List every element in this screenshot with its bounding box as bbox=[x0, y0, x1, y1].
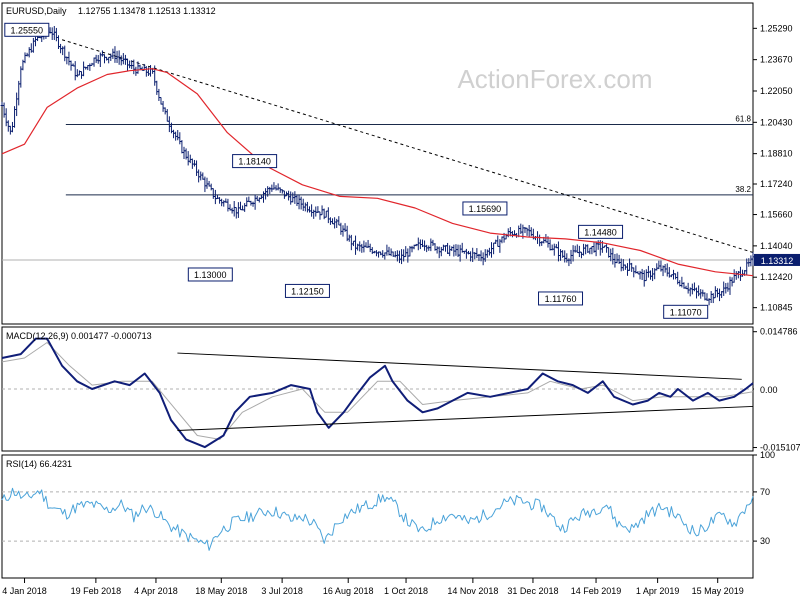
swing-label: 1.14480 bbox=[584, 227, 617, 237]
ohlc-readout: 1.12755 1.13478 1.12513 1.13312 bbox=[78, 6, 216, 16]
x-tick-label: 15 May 2019 bbox=[692, 586, 744, 596]
price-ytick-label: 1.22050 bbox=[760, 86, 793, 96]
price-ytick-label: 1.17240 bbox=[760, 179, 793, 189]
macd-trendline bbox=[177, 352, 742, 380]
x-tick-label: 16 Aug 2018 bbox=[323, 586, 374, 596]
macd-ytick-label: 0.014786 bbox=[760, 327, 798, 337]
x-tick-label: 4 Jan 2018 bbox=[2, 586, 47, 596]
price-frame bbox=[1, 2, 754, 325]
rsi-ytick-label: 30 bbox=[760, 536, 770, 546]
swing-label: 1.13000 bbox=[194, 270, 227, 280]
watermark: ActionForex.com bbox=[457, 64, 652, 94]
rsi-ytick-label: 100 bbox=[760, 450, 775, 460]
fib-label: 61.8 bbox=[735, 114, 751, 123]
swing-label: 1.25550 bbox=[11, 25, 44, 35]
swing-label-box bbox=[284, 283, 330, 298]
x-tick-label: 1 Apr 2019 bbox=[636, 586, 680, 596]
x-tick-label: 19 Feb 2018 bbox=[71, 586, 122, 596]
price-ytick-label: 1.12420 bbox=[760, 272, 793, 282]
x-tick-label: 4 Apr 2018 bbox=[134, 586, 178, 596]
trendline bbox=[61, 39, 754, 253]
price-panel: ActionForex.com 61.8 38.2 1.25290 1.23670 1.2… bbox=[0, 2, 800, 325]
price-ytick-label: 1.14040 bbox=[760, 241, 793, 251]
swing-label: 1.12150 bbox=[291, 286, 324, 296]
price-title: EURUSD,Daily bbox=[6, 6, 67, 16]
swing-label-box bbox=[578, 224, 624, 239]
swing-label: 1.11070 bbox=[670, 307, 702, 317]
price-ytick-label: 1.23670 bbox=[760, 55, 793, 65]
moving-average-line bbox=[1, 68, 754, 277]
swing-label-box bbox=[4, 22, 50, 37]
macd-current-box bbox=[754, 383, 784, 395]
x-axis: 4 Jan 2018 19 Feb 2018 4 Apr 2018 18 May 20… bbox=[2, 578, 744, 596]
rsi-ytick-label: 70 bbox=[760, 487, 770, 497]
macd-title: MACD(12,26,9) 0.001477 -0.000713 bbox=[6, 331, 152, 341]
current-price-label: 1.13312 bbox=[761, 256, 794, 266]
price-ytick-label: 1.10845 bbox=[760, 303, 793, 313]
swing-label-box bbox=[462, 201, 508, 216]
x-tick-label: 3 Jul 2018 bbox=[261, 586, 303, 596]
x-tick-label: 31 Dec 2018 bbox=[507, 586, 558, 596]
macd-current-label: 0.00 bbox=[760, 385, 778, 395]
swing-label-box bbox=[232, 154, 278, 169]
x-tick-label: 14 Feb 2019 bbox=[571, 586, 622, 596]
x-tick-label: 18 May 2018 bbox=[195, 586, 247, 596]
price-ytick-label: 1.18810 bbox=[760, 149, 793, 159]
rsi-title: RSI(14) 66.4231 bbox=[6, 459, 72, 469]
rsi-frame bbox=[1, 454, 754, 579]
price-ytick-label: 1.25290 bbox=[760, 23, 793, 33]
rsi-panel: 100 70 30 RSI(14) 66.4231 bbox=[1, 450, 775, 579]
swing-label-box bbox=[187, 267, 233, 282]
price-ytick-label: 1.20430 bbox=[760, 117, 793, 127]
macd-ytick-label: -0.015107 bbox=[760, 443, 800, 453]
swing-label-box bbox=[538, 291, 584, 306]
x-tick-label: 1 Oct 2018 bbox=[384, 586, 428, 596]
swing-label: 1.18140 bbox=[238, 157, 271, 167]
swing-label: 1.15690 bbox=[469, 204, 502, 214]
price-ytick-label: 1.15660 bbox=[760, 210, 793, 220]
fib-label: 38.2 bbox=[735, 185, 751, 194]
current-price-box bbox=[754, 253, 800, 266]
rsi-line bbox=[1, 487, 754, 551]
macd-trendline bbox=[177, 405, 754, 431]
x-tick-label: 14 Nov 2018 bbox=[447, 586, 498, 596]
macd-line bbox=[1, 337, 754, 449]
macd-signal-line bbox=[1, 342, 754, 440]
swing-label: 1.11760 bbox=[545, 294, 577, 304]
swing-label-box bbox=[663, 304, 709, 319]
